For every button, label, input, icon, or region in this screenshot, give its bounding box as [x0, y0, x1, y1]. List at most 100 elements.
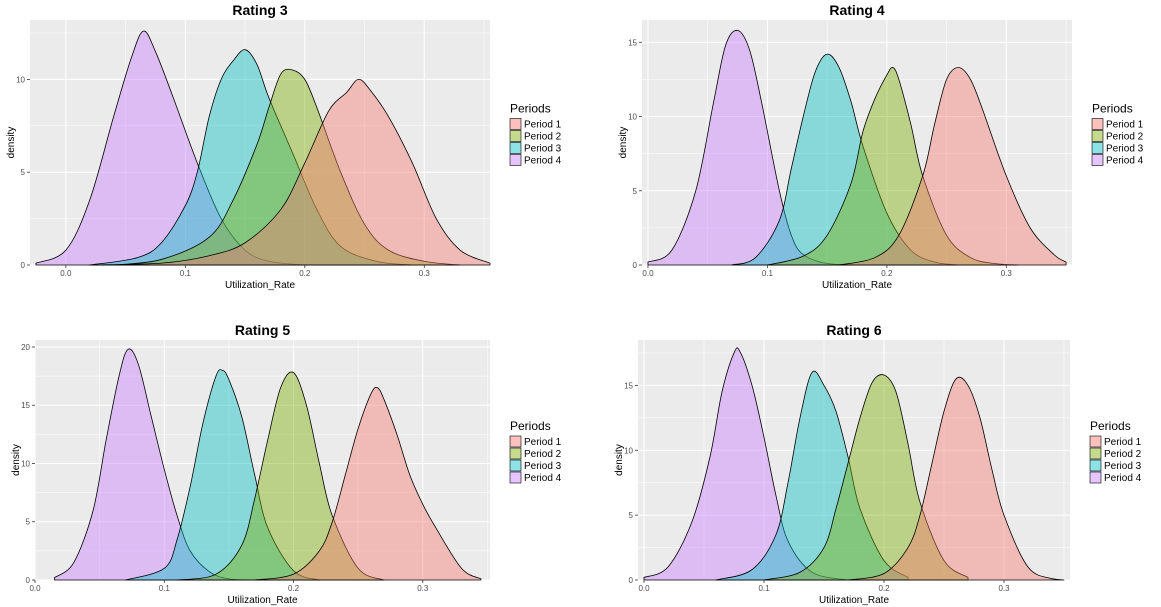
x-tick-label: 0.3 — [417, 584, 429, 593]
x-axis-label: Utilization_Rate — [225, 280, 295, 291]
density-area-period-4 — [647, 29, 864, 266]
legend-swatch-period-4 — [1091, 154, 1104, 166]
chart-title: Rating 6 — [826, 322, 881, 338]
x-tick-label: 0.1 — [758, 584, 770, 593]
density-area-period-3 — [715, 370, 909, 581]
y-tick-label: 10 — [16, 75, 25, 84]
x-tick-label: 0.1 — [762, 269, 774, 278]
legend-swatch-period-1 — [509, 118, 522, 130]
density-area-period-1 — [838, 67, 1067, 266]
y-axis-label: density — [618, 127, 629, 159]
y-tick-label: 5 — [629, 511, 634, 520]
legend-label-period-3: Period 3 — [1104, 461, 1142, 472]
plot-background — [638, 340, 1070, 580]
density-area-period-1 — [89, 78, 491, 266]
x-tick-label: 0.3 — [998, 584, 1010, 593]
legend-swatch-period-1 — [1089, 435, 1102, 448]
density-area-period-1 — [847, 376, 1065, 581]
legend-swatch-period-4 — [1089, 471, 1102, 484]
legend-label-period-1: Period 1 — [1106, 120, 1144, 131]
legend-label-period-2: Period 2 — [1104, 449, 1142, 460]
legend-swatch-period-3 — [1089, 459, 1102, 472]
legend-label-period-4: Period 4 — [524, 473, 562, 484]
legend-title: Periods — [1092, 102, 1133, 116]
density-area-period-3 — [89, 49, 413, 266]
density-chart-rating-6: Rating 6 0.0 0.1 0.2 0.3 0 5 10 15 Utilization_Ra… — [614, 322, 1142, 606]
legend-label-period-3: Period 3 — [524, 461, 562, 472]
legend-label-period-3: Period 3 — [1106, 144, 1144, 155]
legend-swatch-period-2 — [509, 447, 522, 460]
chart-title: Rating 4 — [829, 2, 884, 18]
density-chart-rating-5: Rating 5 0.0 0.1 0.2 0.3 0 5 10 15 20 Utilization_… — [11, 322, 562, 606]
y-axis-label: density — [11, 444, 22, 476]
legend-swatch-period-3 — [509, 142, 522, 154]
legend-label-period-1: Period 1 — [524, 120, 562, 131]
legend-label-period-1: Period 1 — [1104, 437, 1142, 448]
legend-label-period-4: Period 4 — [1104, 473, 1142, 484]
density-area-period-3 — [125, 369, 320, 581]
density-area-period-1 — [254, 386, 482, 581]
plot-background — [35, 340, 490, 580]
legend-swatch-period-2 — [1091, 130, 1104, 142]
density-area-period-4 — [643, 347, 849, 581]
x-tick-label: 0.0 — [642, 269, 654, 278]
x-tick-label: 0.3 — [1001, 269, 1013, 278]
legend-label-period-2: Period 2 — [524, 132, 562, 143]
y-tick-label: 10 — [624, 446, 633, 455]
legend-title: Periods — [510, 419, 551, 433]
legend-swatch-period-3 — [509, 459, 522, 472]
y-tick-label: 5 — [26, 518, 31, 527]
legend-title: Periods — [510, 102, 551, 116]
x-tick-label: 0.2 — [299, 269, 311, 278]
legend-swatch-period-2 — [1089, 447, 1102, 460]
density-area-period-4 — [53, 348, 256, 581]
x-tick-label: 0.1 — [159, 584, 171, 593]
density-chart-rating-4: Rating 4 0.0 0.1 0.2 0.3 0 5 10 15 Utilization_Ra… — [618, 2, 1144, 291]
legend-label-period-1: Period 1 — [524, 437, 562, 448]
y-axis-label: density — [614, 444, 625, 476]
legend-swatch-period-1 — [509, 435, 522, 448]
density-area-period-2 — [176, 371, 385, 581]
chart-panel-rating-4: Rating 4 0.0 0.1 0.2 0.3 0 5 10 15 Utilization_Ra… — [580, 0, 1161, 303]
legend-swatch-period-1 — [1091, 118, 1104, 130]
y-tick-label: 15 — [624, 381, 633, 390]
density-area-period-4 — [35, 30, 306, 266]
legend-swatch-period-4 — [509, 154, 522, 166]
legend-swatch-period-2 — [509, 130, 522, 142]
plot-background — [642, 20, 1072, 265]
chart-panel-rating-5: Rating 5 0.0 0.1 0.2 0.3 0 5 10 15 20 Utilization_… — [0, 304, 580, 607]
x-tick-label: 0.2 — [881, 269, 893, 278]
y-tick-label: 20 — [21, 343, 30, 352]
y-tick-label: 0 — [26, 576, 31, 585]
x-tick-label: 0.3 — [419, 269, 431, 278]
y-tick-label: 0 — [21, 261, 26, 270]
legend-label-period-2: Period 2 — [1106, 132, 1144, 143]
y-tick-label: 15 — [628, 38, 637, 47]
y-tick-label: 10 — [628, 113, 637, 122]
chart-title: Rating 5 — [235, 322, 290, 338]
x-axis-label: Utilization_Rate — [227, 595, 297, 606]
chart-panel-rating-3: Rating 3 0.0 0.1 0.2 0.3 0 5 10 Utilization_Rate… — [0, 0, 580, 303]
x-tick-label: 0.2 — [878, 584, 890, 593]
x-tick-label: 0.0 — [638, 584, 650, 593]
density-area-period-2 — [763, 374, 969, 581]
x-tick-label: 0.2 — [288, 584, 300, 593]
x-axis-label: Utilization_Rate — [819, 595, 889, 606]
x-tick-label: 0.1 — [180, 269, 192, 278]
density-chart-rating-3: Rating 3 0.0 0.1 0.2 0.3 0 5 10 Utilization_Rate… — [6, 2, 562, 291]
legend-swatch-period-4 — [509, 471, 522, 484]
x-axis-label: Utilization_Rate — [822, 280, 892, 291]
y-tick-label: 5 — [21, 168, 26, 177]
density-area-period-3 — [731, 53, 959, 266]
density-area-period-2 — [113, 68, 461, 266]
x-tick-label: 0.0 — [29, 584, 41, 593]
y-tick-label: 10 — [21, 459, 30, 468]
legend-title: Periods — [1090, 419, 1131, 433]
legend-label-period-2: Period 2 — [524, 449, 562, 460]
chart-title: Rating 3 — [232, 2, 287, 18]
y-tick-label: 15 — [21, 401, 30, 410]
